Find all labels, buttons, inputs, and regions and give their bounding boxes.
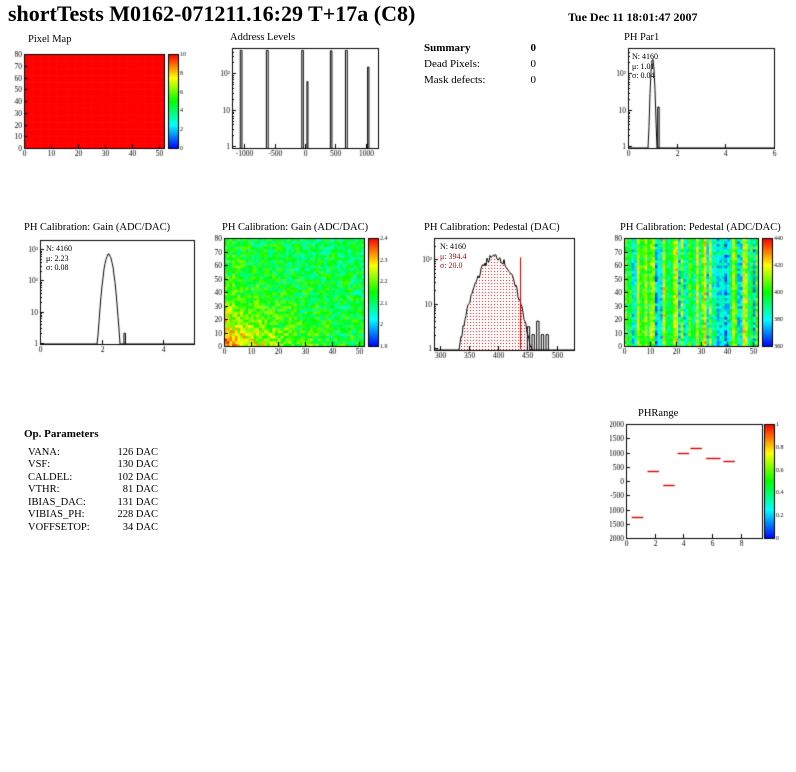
chart-ph-par1: PH Par1 N: 4160 μ: 1.01 σ: 0.04 <box>598 28 796 173</box>
stat-line: μ: 2.23 <box>46 253 69 263</box>
summary-value: 0 <box>530 58 537 70</box>
summary-title-value: 0 <box>530 42 537 54</box>
op-row-vthr: VTHR: 81 DAC <box>24 484 158 495</box>
pedestal-1d-canvas <box>412 216 612 371</box>
chart-ph-range: PHRange <box>610 404 796 564</box>
gain-2d-canvas <box>212 216 412 366</box>
pedestal-1d-title: PH Calibration: Pedestal (DAC) <box>424 222 560 233</box>
op-parameters-title: Op. Parameters <box>24 428 99 440</box>
op-row-vibias-ph: VIBIAS_PH: 228 DAC <box>24 509 158 520</box>
summary-label: Mask defects: <box>424 74 486 86</box>
op-parameters-block: Op. Parameters VANA: 126 DAC VSF: 130 DA… <box>24 428 158 533</box>
op-value: 34 DAC <box>122 521 158 533</box>
chart-gain-1d: PH Calibration: Gain (ADC/DAC) N: 4160 μ… <box>14 216 214 366</box>
address-levels-canvas <box>198 28 396 173</box>
ph-par1-canvas <box>598 28 796 173</box>
stat-line: σ: 0.08 <box>46 263 69 272</box>
address-levels-title: Address Levels <box>230 32 296 43</box>
summary-row-dead-pixels: Dead Pixels: 0 <box>424 58 536 70</box>
op-row-ibias-dac: IBIAS_DAC: 131 DAC <box>24 497 158 508</box>
summary-block: Summary 0 Dead Pixels: 0 Mask defects: 0 <box>424 42 536 86</box>
op-label: VANA: <box>28 446 60 458</box>
ph-par1-title: PH Par1 <box>624 32 660 43</box>
op-row-voffsetop: VOFFSETOP: 34 DAC <box>24 522 158 533</box>
op-value: 228 DAC <box>117 509 158 520</box>
op-row-vana: VANA: 126 DAC <box>24 447 158 458</box>
op-label: CALDEL: <box>28 471 73 483</box>
stat-line: μ: 394.4 <box>440 251 467 261</box>
chart-pedestal-1d: PH Calibration: Pedestal (DAC) N: 4160 μ… <box>412 216 612 371</box>
summary-header-row: Summary 0 <box>424 42 536 54</box>
stat-line: N: 4160 <box>440 242 466 251</box>
pixel-map-title: Pixel Map <box>28 34 72 45</box>
op-label: IBIAS_DAC: <box>28 496 86 508</box>
op-value: 102 DAC <box>117 471 158 483</box>
op-value: 131 DAC <box>117 496 158 508</box>
op-value: 126 DAC <box>117 446 158 458</box>
stat-line: N: 4160 <box>46 244 72 253</box>
op-label: VOFFSETOP: <box>28 521 90 533</box>
op-label: VIBIAS_PH: <box>28 509 85 520</box>
chart-pixel-map: Pixel Map <box>2 28 198 173</box>
summary-row-mask-defects: Mask defects: 0 <box>424 74 536 86</box>
summary-value: 0 <box>530 74 537 86</box>
gain-2d-title: PH Calibration: Gain (ADC/DAC) <box>222 222 369 233</box>
chart-gain-2d: PH Calibration: Gain (ADC/DAC) <box>212 216 412 366</box>
stat-line: N: 4160 <box>632 52 658 61</box>
pixel-map-canvas <box>2 28 198 173</box>
stat-line: σ: 0.04 <box>632 71 655 80</box>
summary-title: Summary <box>424 42 471 54</box>
op-value: 130 DAC <box>117 459 158 470</box>
ph-range-title: PHRange <box>638 408 679 419</box>
op-label: VSF: <box>28 459 51 470</box>
pedestal-2d-title: PH Calibration: Pedestal (ADC/DAC) <box>620 222 781 233</box>
timestamp: Tue Dec 11 18:01:47 2007 <box>568 10 698 24</box>
chart-pedestal-2d: PH Calibration: Pedestal (ADC/DAC) <box>610 216 796 366</box>
op-value: 81 DAC <box>122 484 158 495</box>
pedestal-2d-canvas <box>610 216 796 366</box>
page-title: shortTests M0162-071211.16:29 T+17a (C8) <box>8 1 416 26</box>
gain-1d-title: PH Calibration: Gain (ADC/DAC) <box>24 222 171 233</box>
summary-label: Dead Pixels: <box>424 58 480 70</box>
stat-line: σ: 20.0 <box>440 261 463 270</box>
gain-1d-stats: N: 4160 μ: 2.23 σ: 0.08 <box>46 244 72 273</box>
stat-line: μ: 1.01 <box>632 61 655 71</box>
ph-range-canvas <box>610 404 796 564</box>
op-row-vsf: VSF: 130 DAC <box>24 459 158 470</box>
pedestal-1d-stats: N: 4160 μ: 394.4 σ: 20.0 <box>440 242 467 271</box>
op-label: VTHR: <box>28 484 60 495</box>
ph-par1-stats: N: 4160 μ: 1.01 σ: 0.04 <box>632 52 658 81</box>
op-row-caldel: CALDEL: 102 DAC <box>24 472 158 483</box>
gain-1d-canvas <box>14 216 214 366</box>
chart-address-levels: Address Levels <box>198 28 396 173</box>
